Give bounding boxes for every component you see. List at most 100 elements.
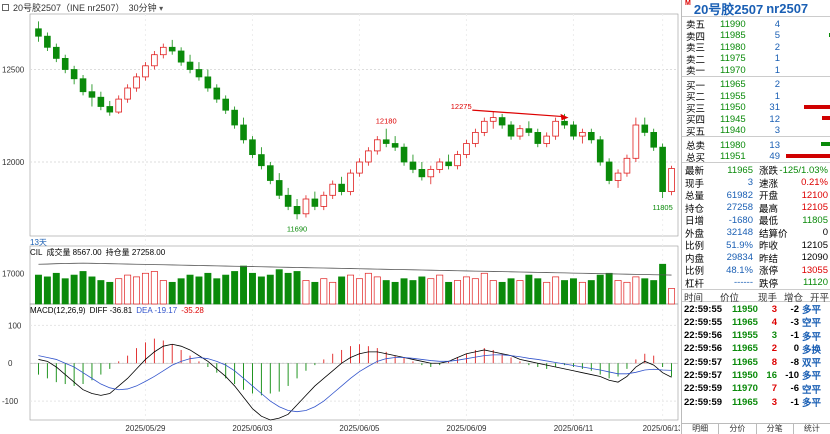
volume-bar xyxy=(347,274,355,305)
divider xyxy=(682,75,830,77)
price-tick-label: 12000 xyxy=(2,158,25,167)
candle-body xyxy=(623,157,631,174)
book-row[interactable]: 总买 11951 49 xyxy=(682,150,830,164)
candle-body xyxy=(275,180,283,196)
candle-body xyxy=(222,98,230,111)
tick-row[interactable]: 22:59:59 11970 7 -6 空平 xyxy=(682,382,830,396)
high-annotation: 12180 xyxy=(376,117,397,126)
quote-cell: 比例 51.9% xyxy=(682,239,756,253)
volume-bar xyxy=(480,272,488,305)
book-row[interactable]: 买四 11945 12 xyxy=(682,112,830,126)
volume-bar xyxy=(34,274,42,305)
book-row[interactable]: 卖二 11975 1 xyxy=(682,52,830,66)
tick-row[interactable]: 22:59:59 11965 3 -1 多平 xyxy=(682,395,830,410)
book-row[interactable]: 买一 11965 2 xyxy=(682,78,830,92)
high-annotation: 12275 xyxy=(451,102,472,111)
candle-body xyxy=(320,194,328,207)
book-bar xyxy=(804,104,830,109)
volume-value: 成交量 8567.00 xyxy=(46,248,102,257)
tick-list[interactable]: 22:59:55 11950 3 -2 多平 22:59:55 11965 4 -3 空平 22:5… xyxy=(682,302,830,410)
book-row[interactable]: 卖一 11970 1 xyxy=(682,63,830,78)
tick-oi-change: -2 xyxy=(790,303,799,315)
tick-price: 11970 xyxy=(732,383,758,395)
volume-bar xyxy=(231,271,239,305)
volume-bar xyxy=(373,276,381,305)
volume-bar xyxy=(97,280,105,305)
price-tick-label: 12500 xyxy=(2,66,25,75)
volume-bar xyxy=(418,276,426,305)
book-row[interactable]: 总卖 11980 13 xyxy=(682,138,830,152)
book-bar-cell xyxy=(780,101,830,115)
quote-key: 最高 xyxy=(759,203,779,215)
book-row[interactable]: 卖五 11990 4 xyxy=(682,17,830,32)
book-label: 总买 xyxy=(686,152,706,164)
low-annotation: 11805 xyxy=(652,203,672,212)
volume-bar xyxy=(320,278,328,305)
period-selector[interactable]: 30分钟 ▾ xyxy=(129,1,164,14)
quote-key: 最新 xyxy=(685,166,705,178)
volume-bar xyxy=(141,272,149,305)
candle-body xyxy=(293,205,301,215)
tick-row[interactable]: 22:59:56 11955 3 -1 多平 xyxy=(682,329,830,343)
kline-chart[interactable]: 12500 12000 17000 100 0 -100 2025/05/29 2025/06… xyxy=(0,0,680,434)
date-tick-label: 2025/05/29 xyxy=(125,424,166,433)
candle-body xyxy=(124,87,131,100)
quote-key: 最低 xyxy=(759,216,779,228)
candle-body xyxy=(596,139,604,163)
quote-value: -125/1.03% xyxy=(779,164,828,176)
volume-bar xyxy=(471,278,479,305)
volume-bar xyxy=(311,281,319,305)
book-label: 卖五 xyxy=(686,20,706,31)
tick-row[interactable]: 22:59:55 11950 3 -2 多平 xyxy=(682,302,830,317)
tab-3[interactable]: 统计 xyxy=(794,424,830,434)
candle-body xyxy=(587,131,595,141)
macd-legend: MACD(12,26,9) DIFF -36.81 DEA -19.17 -35… xyxy=(30,306,204,315)
candle-body xyxy=(650,131,658,148)
tick-row[interactable]: 22:59:56 11965 2 0 多换 xyxy=(682,342,830,356)
quote-key: 昨收 xyxy=(759,241,779,253)
volume-bar xyxy=(605,272,613,305)
diff-value: DIFF -36.81 xyxy=(89,306,133,315)
instrument-title: 20号胶2507 xyxy=(693,1,764,17)
candle-body xyxy=(391,143,399,148)
quote-value: 11805 xyxy=(802,214,828,226)
tab-1[interactable]: 分价 xyxy=(719,424,757,434)
book-qty: 1 xyxy=(774,53,780,64)
volume-bar xyxy=(578,281,586,305)
book-bar-cell xyxy=(780,63,830,77)
book-row[interactable]: 卖三 11980 2 xyxy=(682,40,830,55)
book-row[interactable]: 买三 11950 31 xyxy=(682,101,830,115)
book-row[interactable]: 买五 11940 3 xyxy=(682,124,830,138)
book-row[interactable]: 卖四 11985 5 xyxy=(682,29,830,43)
book-qty: 49 xyxy=(769,151,780,162)
tick-oi-change: -8 xyxy=(790,356,799,368)
quote-cell: 最新 11965 xyxy=(682,164,756,178)
book-price: 11970 xyxy=(720,64,746,76)
candle-body xyxy=(195,69,203,78)
volume-bar xyxy=(177,278,185,305)
candle-body xyxy=(177,50,185,63)
chart-area[interactable]: 12500 12000 17000 100 0 -100 2025/05/29 2025/06… xyxy=(0,0,680,434)
quote-key: 结算价 xyxy=(759,228,788,240)
tick-price: 11950 xyxy=(732,303,758,315)
tab-0[interactable]: 明细 xyxy=(682,424,720,434)
book-qty: 5 xyxy=(774,30,780,41)
book-qty: 2 xyxy=(774,79,780,90)
tick-row[interactable]: 22:59:57 11965 8 -8 双平 xyxy=(682,355,830,370)
book-row[interactable]: 买二 11955 1 xyxy=(682,89,830,104)
quote-cell: 杠杆 ------ xyxy=(682,277,756,290)
tick-row[interactable]: 22:59:57 11950 16 -10 多平 xyxy=(682,368,830,383)
tick-oi-change: 0 xyxy=(793,343,799,355)
volume-bar xyxy=(507,278,515,305)
tick-price: 11965 xyxy=(732,356,758,368)
tick-row[interactable]: 22:59:55 11965 4 -3 空平 xyxy=(682,315,830,330)
tick-oi-change: -10 xyxy=(785,369,799,381)
tick-type: 多平 xyxy=(802,371,822,383)
checkbox-icon[interactable] xyxy=(2,3,9,11)
quote-key: 比例 xyxy=(685,241,705,253)
quote-cell: 总量 61982 xyxy=(682,189,756,203)
tick-type: 多平 xyxy=(802,398,822,410)
volume-bar xyxy=(489,280,497,305)
quote-key: 跌停 xyxy=(759,278,779,290)
tab-2[interactable]: 分笔 xyxy=(757,424,794,434)
